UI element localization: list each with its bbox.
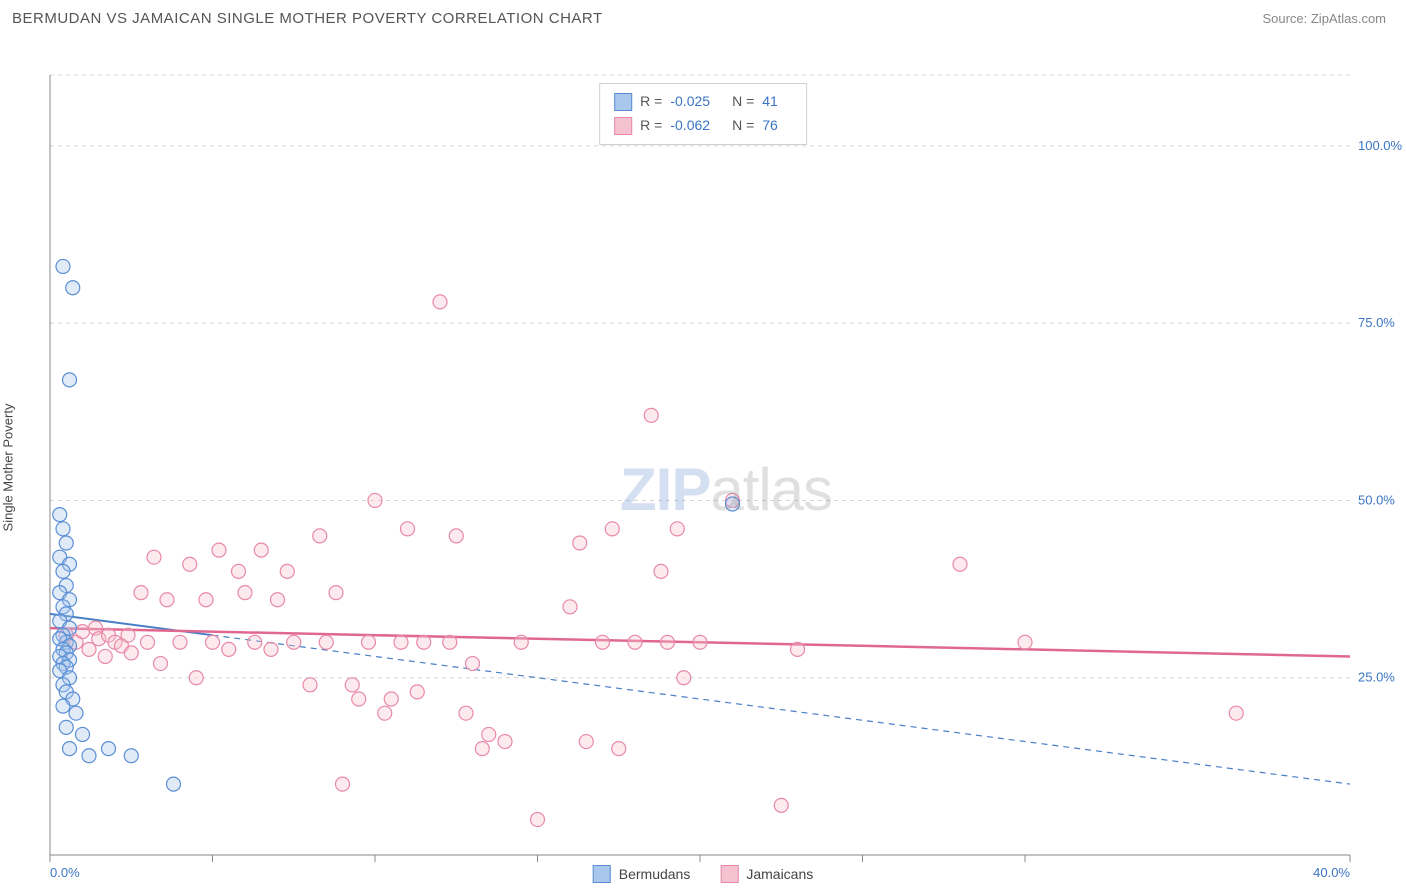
swatch-jamaicans — [614, 117, 632, 135]
series-legend: Bermudans Jamaicans — [593, 865, 814, 883]
svg-text:100.0%: 100.0% — [1358, 138, 1403, 153]
svg-text:25.0%: 25.0% — [1358, 670, 1395, 685]
n-bermudans: 41 — [762, 90, 778, 114]
legend-row-jamaicans: R = -0.062 N = 76 — [614, 114, 792, 138]
legend-item-jamaicans: Jamaicans — [720, 865, 813, 883]
swatch-bermudans — [614, 93, 632, 111]
chart-header: BERMUDAN VS JAMAICAN SINGLE MOTHER POVER… — [0, 0, 1406, 35]
scatter-chart: 25.0% 50.0% 75.0% 100.0% 0.0% 40.0% — [0, 35, 1406, 885]
svg-text:0.0%: 0.0% — [50, 865, 80, 880]
svg-text:50.0%: 50.0% — [1358, 492, 1395, 507]
legend-label-bermudans: Bermudans — [619, 866, 691, 882]
legend-label-jamaicans: Jamaicans — [746, 866, 813, 882]
r-bermudans: -0.025 — [670, 90, 710, 114]
swatch-bermudans-bottom — [593, 865, 611, 883]
svg-text:40.0%: 40.0% — [1313, 865, 1350, 880]
chart-container: Single Mother Poverty 25.0% 50.0% 75.0% 100… — [0, 35, 1406, 885]
svg-text:75.0%: 75.0% — [1358, 315, 1395, 330]
legend-item-bermudans: Bermudans — [593, 865, 691, 883]
legend-row-bermudans: R = -0.025 N = 41 — [614, 90, 792, 114]
n-jamaicans: 76 — [762, 114, 778, 138]
y-axis-label: Single Mother Poverty — [1, 404, 16, 532]
r-jamaicans: -0.062 — [670, 114, 710, 138]
chart-title: BERMUDAN VS JAMAICAN SINGLE MOTHER POVER… — [12, 10, 603, 27]
correlation-legend: R = -0.025 N = 41 R = -0.062 N = 76 — [599, 83, 807, 145]
swatch-jamaicans-bottom — [720, 865, 738, 883]
chart-source: Source: ZipAtlas.com — [1262, 11, 1386, 26]
